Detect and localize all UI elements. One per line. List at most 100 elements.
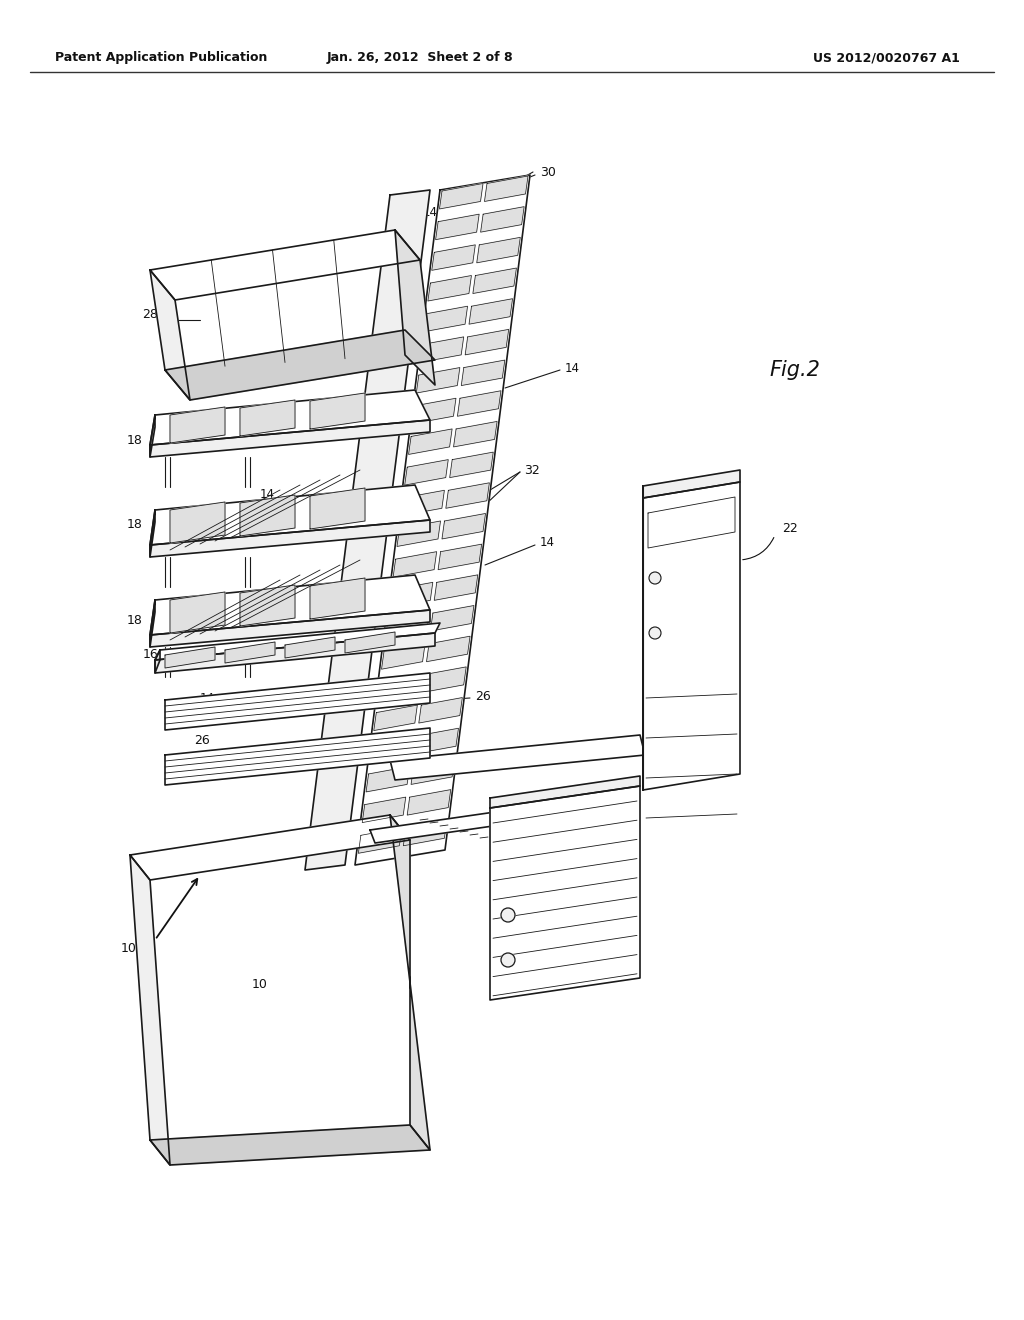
Text: 28: 28	[142, 309, 158, 322]
Text: 26: 26	[475, 689, 490, 702]
Polygon shape	[432, 246, 475, 271]
Polygon shape	[310, 488, 365, 529]
Text: 100: 100	[121, 941, 145, 954]
Polygon shape	[390, 735, 645, 780]
Text: 14: 14	[400, 738, 415, 751]
Polygon shape	[450, 453, 494, 478]
Polygon shape	[285, 638, 335, 657]
Polygon shape	[445, 483, 489, 508]
Text: Jan. 26, 2012  Sheet 2 of 8: Jan. 26, 2012 Sheet 2 of 8	[327, 51, 513, 65]
Text: 14: 14	[590, 833, 605, 846]
Circle shape	[501, 908, 515, 921]
Polygon shape	[378, 675, 421, 700]
Polygon shape	[130, 855, 170, 1166]
Polygon shape	[345, 632, 395, 653]
Polygon shape	[130, 814, 410, 880]
Polygon shape	[370, 735, 414, 762]
Text: 32: 32	[524, 463, 540, 477]
Text: 26: 26	[195, 734, 210, 747]
Polygon shape	[165, 330, 435, 400]
Text: 14: 14	[423, 206, 438, 219]
Polygon shape	[427, 636, 470, 661]
Polygon shape	[310, 393, 365, 429]
Polygon shape	[225, 642, 275, 663]
Polygon shape	[490, 785, 640, 1001]
Polygon shape	[461, 360, 505, 385]
Polygon shape	[411, 759, 455, 784]
Polygon shape	[358, 828, 401, 853]
Polygon shape	[403, 820, 446, 846]
Polygon shape	[150, 1125, 430, 1166]
Text: 22: 22	[782, 521, 798, 535]
Text: 18: 18	[127, 519, 143, 532]
Polygon shape	[150, 271, 190, 400]
Polygon shape	[374, 705, 418, 730]
Polygon shape	[395, 230, 435, 385]
Text: US 2012/0020767 A1: US 2012/0020767 A1	[813, 51, 961, 65]
Polygon shape	[490, 776, 640, 808]
Polygon shape	[404, 459, 449, 484]
Polygon shape	[150, 484, 430, 545]
Polygon shape	[390, 814, 430, 1150]
Polygon shape	[155, 623, 440, 660]
Text: 14: 14	[565, 362, 580, 375]
Polygon shape	[435, 214, 479, 240]
Polygon shape	[310, 578, 365, 619]
Polygon shape	[409, 429, 452, 454]
Polygon shape	[170, 502, 225, 543]
Polygon shape	[382, 644, 425, 669]
Polygon shape	[458, 391, 501, 416]
Polygon shape	[170, 591, 225, 634]
Polygon shape	[305, 190, 430, 870]
Text: 25: 25	[575, 974, 591, 986]
Polygon shape	[424, 306, 468, 331]
Polygon shape	[389, 582, 433, 607]
Circle shape	[649, 627, 662, 639]
Polygon shape	[240, 495, 295, 536]
Polygon shape	[150, 420, 430, 457]
Polygon shape	[393, 552, 436, 577]
Polygon shape	[469, 298, 513, 325]
Text: Fig.2: Fig.2	[770, 360, 820, 380]
Polygon shape	[454, 421, 497, 447]
Polygon shape	[413, 399, 456, 424]
Polygon shape	[430, 606, 474, 631]
Polygon shape	[150, 389, 430, 445]
Text: 14: 14	[250, 511, 265, 524]
Polygon shape	[477, 238, 520, 263]
Text: 16: 16	[142, 648, 158, 661]
Polygon shape	[434, 576, 478, 601]
Polygon shape	[150, 520, 430, 557]
Circle shape	[649, 572, 662, 583]
Polygon shape	[438, 544, 481, 570]
Polygon shape	[420, 337, 464, 363]
Text: 18: 18	[127, 614, 143, 627]
Polygon shape	[417, 367, 460, 393]
Polygon shape	[240, 400, 295, 436]
Polygon shape	[155, 634, 435, 673]
Text: Patent Application Publication: Patent Application Publication	[55, 51, 267, 65]
Text: 14: 14	[453, 634, 468, 647]
Polygon shape	[423, 667, 466, 693]
Polygon shape	[400, 490, 444, 516]
Polygon shape	[473, 268, 516, 293]
Text: 30: 30	[540, 165, 556, 178]
Polygon shape	[362, 797, 406, 822]
Polygon shape	[480, 207, 524, 232]
Polygon shape	[428, 276, 471, 301]
Polygon shape	[240, 585, 295, 626]
Polygon shape	[397, 521, 440, 546]
Polygon shape	[165, 673, 430, 730]
Polygon shape	[648, 498, 735, 548]
Polygon shape	[150, 230, 420, 300]
Text: 14: 14	[260, 488, 275, 502]
Polygon shape	[439, 183, 483, 209]
Polygon shape	[150, 510, 155, 557]
Polygon shape	[484, 176, 528, 202]
Polygon shape	[643, 482, 740, 789]
Text: 14: 14	[200, 692, 215, 705]
Text: 10: 10	[252, 978, 268, 991]
Polygon shape	[385, 612, 429, 639]
Polygon shape	[408, 789, 451, 814]
Text: 14: 14	[540, 536, 555, 549]
